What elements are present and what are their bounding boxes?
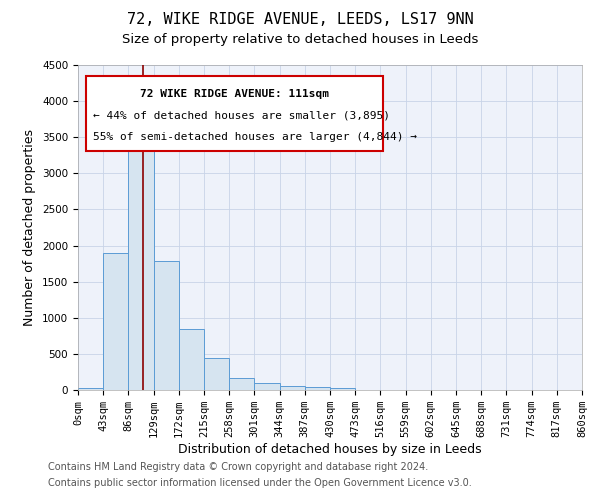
Text: 72, WIKE RIDGE AVENUE, LEEDS, LS17 9NN: 72, WIKE RIDGE AVENUE, LEEDS, LS17 9NN (127, 12, 473, 28)
Text: Contains public sector information licensed under the Open Government Licence v3: Contains public sector information licen… (48, 478, 472, 488)
Bar (330, 388, 355, 390)
Bar (254, 383, 280, 390)
Bar (229, 378, 254, 390)
Y-axis label: Number of detached properties: Number of detached properties (23, 129, 37, 326)
Text: 55% of semi-detached houses are larger (4,844) →: 55% of semi-detached houses are larger (… (93, 132, 417, 141)
Bar (305, 387, 330, 390)
Text: Contains HM Land Registry data © Crown copyright and database right 2024.: Contains HM Land Registry data © Crown c… (48, 462, 428, 472)
Bar (154, 262, 179, 390)
Text: 72 WIKE RIDGE AVENUE: 111sqm: 72 WIKE RIDGE AVENUE: 111sqm (140, 88, 329, 99)
Bar (128, 137, 154, 390)
Bar (280, 386, 305, 390)
X-axis label: Distribution of detached houses by size in Leeds: Distribution of detached houses by size … (178, 443, 482, 456)
Text: Size of property relative to detached houses in Leeds: Size of property relative to detached ho… (122, 32, 478, 46)
FancyBboxPatch shape (86, 76, 383, 151)
Text: ← 44% of detached houses are smaller (3,895): ← 44% of detached houses are smaller (3,… (93, 110, 390, 120)
Bar (179, 330, 204, 390)
Bar (204, 358, 229, 390)
Bar (103, 253, 128, 390)
Bar (78, 388, 103, 390)
